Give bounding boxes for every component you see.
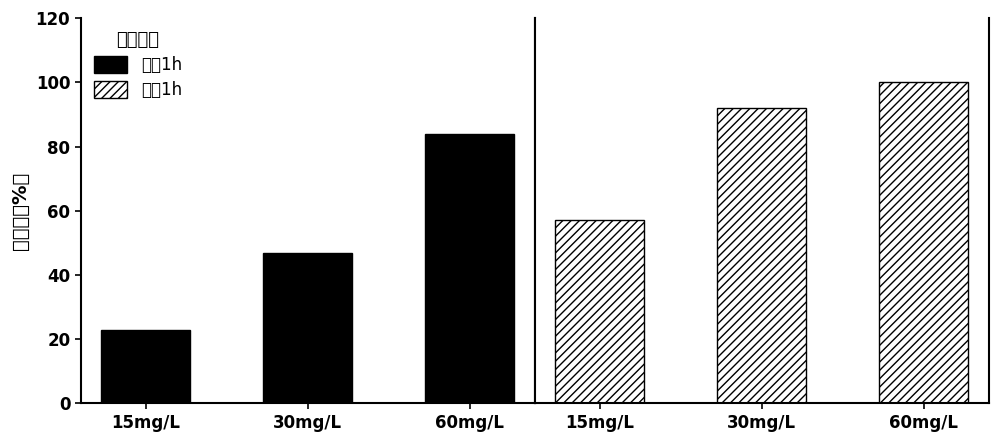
Bar xyxy=(717,108,806,404)
Bar xyxy=(879,82,968,404)
Bar xyxy=(555,221,644,404)
Legend: 黑晨1h, 光照1h: 黑晨1h, 光照1h xyxy=(89,27,187,104)
Bar xyxy=(263,253,352,404)
Bar xyxy=(425,134,514,404)
Bar xyxy=(101,330,190,404)
Y-axis label: 抑菌率（%）: 抑菌率（%） xyxy=(11,172,30,250)
